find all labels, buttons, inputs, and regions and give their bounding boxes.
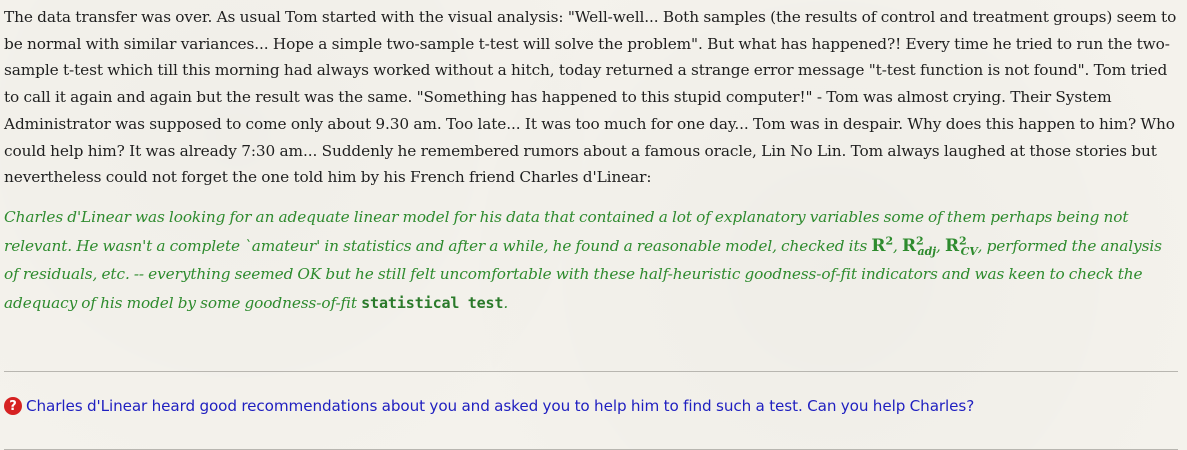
story-text-part2: , performed the analysis of residuals, e… [4, 236, 1162, 312]
statistical-test-emphasis: statistical test [361, 293, 504, 312]
story-paragraph: Charles d'Linear was looking for an adeq… [4, 207, 1162, 312]
story-text-part1: Charles d'Linear was looking for an adeq… [4, 207, 1129, 255]
question-link[interactable]: Charles d'Linear heard good recommendati… [26, 397, 975, 415]
question-row[interactable]: ? Charles d'Linear heard good recommenda… [4, 397, 974, 415]
r-squared-cv: R2CV [944, 233, 978, 258]
r-squared-adj: R2adj [901, 233, 937, 258]
divider-top [4, 371, 1178, 372]
question-circle-icon: ? [4, 397, 22, 415]
r-squared: R2 [871, 233, 894, 256]
intro-paragraph: The data transfer was over. As usual Tom… [4, 8, 1177, 187]
